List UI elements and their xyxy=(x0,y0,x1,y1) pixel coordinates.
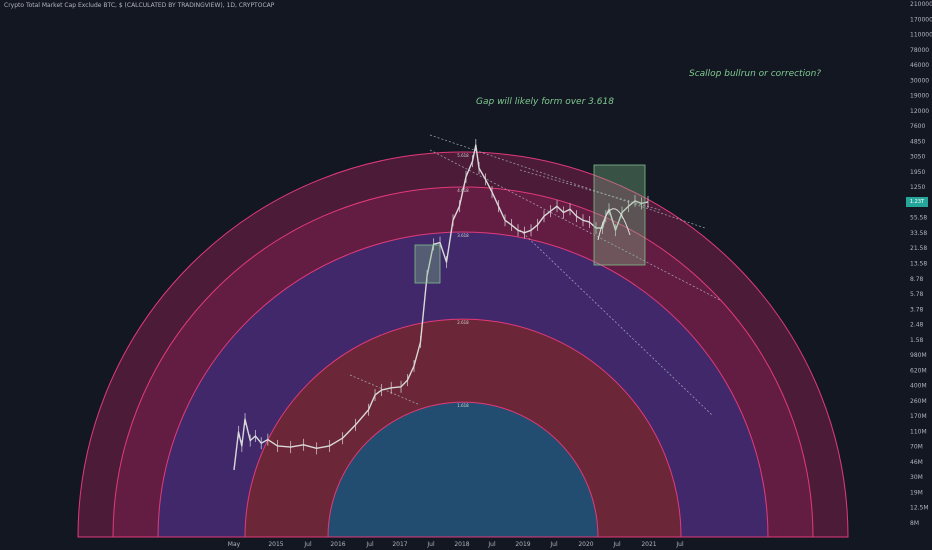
price-line xyxy=(233,144,649,471)
y-tick-label: 2.48 xyxy=(910,322,924,329)
y-axis[interactable]: 210000 170000 110000 78000 46000 30000 19000 12… xyxy=(910,1,932,527)
x-tick-label: Jul xyxy=(612,541,621,548)
x-tick-label: Jul xyxy=(365,541,374,548)
chart-title: Crypto Total Market Cap Exclude BTC, $ (… xyxy=(4,2,275,9)
trend-line xyxy=(429,149,721,301)
y-tick-label: 400M xyxy=(910,383,927,390)
trend-line xyxy=(519,169,661,211)
trend-line xyxy=(349,374,421,406)
trend-line xyxy=(519,229,713,416)
y-tick-label: 4850 xyxy=(910,138,925,145)
y-tick-label: 46M xyxy=(910,459,923,466)
x-tick-label: Jul xyxy=(303,541,312,548)
y-tick-label: 21.58 xyxy=(910,245,927,252)
y-tick-label: 55.58 xyxy=(910,215,927,222)
fib-label: 1.618 xyxy=(457,403,469,408)
x-tick-label: Jul xyxy=(487,541,496,548)
annotation-gap: Gap will likely form over 3.618 xyxy=(476,97,614,107)
y-tick-label: 1250 xyxy=(910,184,925,191)
x-axis[interactable]: May 2015 Jul 2016 Jul 2017 Jul 2018 Jul 2019 Jul 20… xyxy=(228,541,684,548)
y-tick-label: 110000 xyxy=(910,32,932,39)
highlight-box-2020 xyxy=(593,164,646,266)
price-badge: 1.23T xyxy=(906,197,928,207)
x-tick-label: 2017 xyxy=(392,541,407,548)
y-tick-label: 19M xyxy=(910,489,923,496)
fib-arc-1618 xyxy=(327,401,599,538)
annotation-scallop: Scallop bullrun or correction? xyxy=(689,69,821,79)
projection-curve xyxy=(597,208,631,241)
y-tick-label: 13.58 xyxy=(910,261,927,268)
highlight-boxes xyxy=(414,164,646,284)
y-tick-label: 170M xyxy=(910,413,927,420)
y-tick-label: 30M xyxy=(910,474,923,481)
y-tick-label: 70M xyxy=(910,444,923,451)
y-tick-label: 1.58 xyxy=(910,337,924,344)
y-tick-label: 980M xyxy=(910,352,927,359)
price-series xyxy=(233,139,649,471)
y-tick-label: 5.78 xyxy=(910,291,924,298)
x-tick-label: 2020 xyxy=(578,541,593,548)
y-tick-label: 3.78 xyxy=(910,306,924,313)
y-tick-label: 3050 xyxy=(910,154,925,161)
y-tick-label: 12.5M xyxy=(910,505,929,512)
x-tick-label: 2016 xyxy=(330,541,345,548)
y-tick-label: 620M xyxy=(910,367,927,374)
x-tick-label: 2015 xyxy=(268,541,283,548)
fib-label: 3.618 xyxy=(457,233,469,238)
y-tick-label: 170000 xyxy=(910,16,932,23)
y-tick-label: 19000 xyxy=(910,93,929,100)
x-tick-label: Jul xyxy=(675,541,684,548)
x-tick-label: 2019 xyxy=(515,541,530,548)
fib-label: 2.618 xyxy=(457,320,469,325)
y-tick-label: 210000 xyxy=(910,1,932,8)
y-tick-label: 260M xyxy=(910,398,927,405)
x-tick-label: 2021 xyxy=(641,541,656,548)
y-tick-label: 110M xyxy=(910,428,927,435)
y-tick-label: 46000 xyxy=(910,62,929,69)
annotations: Gap will likely form over 3.618 Scallop b… xyxy=(476,69,821,107)
x-tick-label: Jul xyxy=(549,541,558,548)
x-tick-label: May xyxy=(228,541,241,548)
y-tick-label: 8M xyxy=(910,520,919,527)
highlight-box-2017 xyxy=(414,244,441,284)
x-tick-label: Jul xyxy=(426,541,435,548)
fib-label: 5.618 xyxy=(457,153,469,158)
y-tick-label: 7600 xyxy=(910,123,925,130)
y-tick-label: 12000 xyxy=(910,108,929,115)
x-tick-label: 2018 xyxy=(454,541,469,548)
y-tick-label: 78000 xyxy=(910,47,929,54)
y-tick-label: 33.58 xyxy=(910,230,927,237)
y-tick-label: 8.78 xyxy=(910,276,924,283)
y-tick-label: 30000 xyxy=(910,77,929,84)
y-tick-label: 1950 xyxy=(910,169,925,176)
